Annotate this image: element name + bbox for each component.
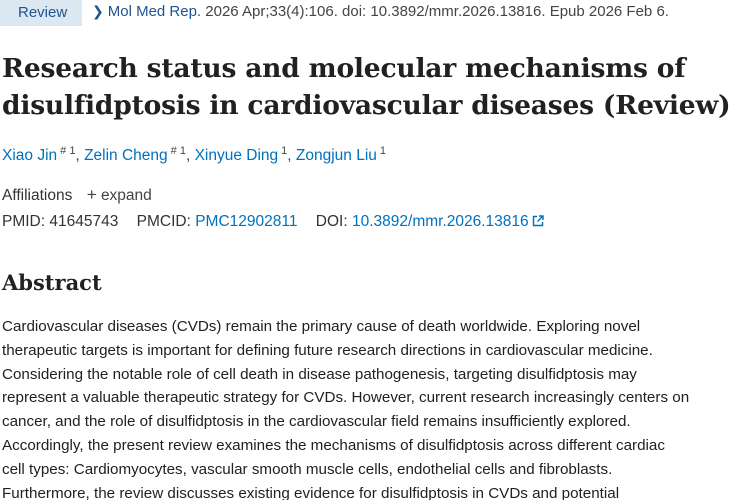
author-affiliation-ref[interactable]: 1 xyxy=(281,145,288,157)
abstract-line: cancer, and the role of disulfidptosis i… xyxy=(2,413,631,431)
author-list: Xiao Jin # 1, Zelin Cheng # 1, Xinyue Ding… xyxy=(2,145,387,164)
identifiers-row: PMID: 41645743 PMCID: PMC12902811 DOI: 1… xyxy=(2,213,544,231)
author-link[interactable]: Zelin Cheng xyxy=(84,147,168,164)
affiliations-row: Affiliations + expand xyxy=(2,185,152,205)
abstract-heading: Abstract xyxy=(2,270,102,295)
affiliations-expand-toggle[interactable]: expand xyxy=(100,187,152,204)
article-header-bar: Review ❯ Mol Med Rep. 2026 Apr;33(4):106.… xyxy=(0,0,750,26)
publication-type-badge: Review xyxy=(0,0,82,26)
citation-line: ❯ Mol Med Rep. 2026 Apr;33(4):106. doi: 1… xyxy=(92,3,669,20)
abstract-line: Furthermore, the review discusses existi… xyxy=(2,484,620,500)
abstract-line: Cardiovascular diseases (CVDs) remain th… xyxy=(2,318,641,335)
doi-link[interactable]: 10.3892/mmr.2026.13816 xyxy=(352,213,544,230)
author-link[interactable]: Xiao Jin xyxy=(2,147,58,164)
abstract-line: represent a valuable therapeutic strateg… xyxy=(2,389,690,407)
pmid-value: 41645743 xyxy=(49,213,119,230)
affiliations-label: Affiliations xyxy=(2,187,73,204)
abstract-body: Cardiovascular diseases (CVDs) remain th… xyxy=(2,315,750,500)
plus-icon[interactable]: + xyxy=(86,185,97,204)
abstract-line: Accordingly, the present review examines… xyxy=(2,436,665,454)
doi-value[interactable]: 10.3892/mmr.2026.13816 xyxy=(351,213,529,230)
pmcid-link[interactable]: PMC12902811 xyxy=(195,213,298,230)
pmid-label: PMID: xyxy=(2,213,46,230)
abstract-line: cell types: Cardiomyocytes, vascular smo… xyxy=(2,460,613,478)
pmcid-label: PMCID: xyxy=(136,213,191,230)
doi-label: DOI: xyxy=(315,213,348,230)
author-link[interactable]: Xinyue Ding xyxy=(194,147,279,164)
author-affiliation-ref[interactable]: # 1 xyxy=(60,145,76,157)
author-affiliation-ref[interactable]: # 1 xyxy=(170,145,186,157)
chevron-right-icon: ❯ xyxy=(92,3,104,19)
author-affiliation-ref[interactable]: 1 xyxy=(379,145,387,157)
author-link[interactable]: Zongjun Liu xyxy=(295,147,377,164)
abstract-line: therapeutic targets is important for def… xyxy=(2,341,653,359)
citation-text: 2026 Apr;33(4):106. doi: 10.3892/mmr.202… xyxy=(201,3,669,20)
abstract-line: Considering the notable role of cell dea… xyxy=(2,365,637,383)
article-title: Research status and molecular mechanisms… xyxy=(2,53,731,121)
journal-link[interactable]: Mol Med Rep. xyxy=(107,3,202,20)
external-link-icon xyxy=(532,215,544,227)
